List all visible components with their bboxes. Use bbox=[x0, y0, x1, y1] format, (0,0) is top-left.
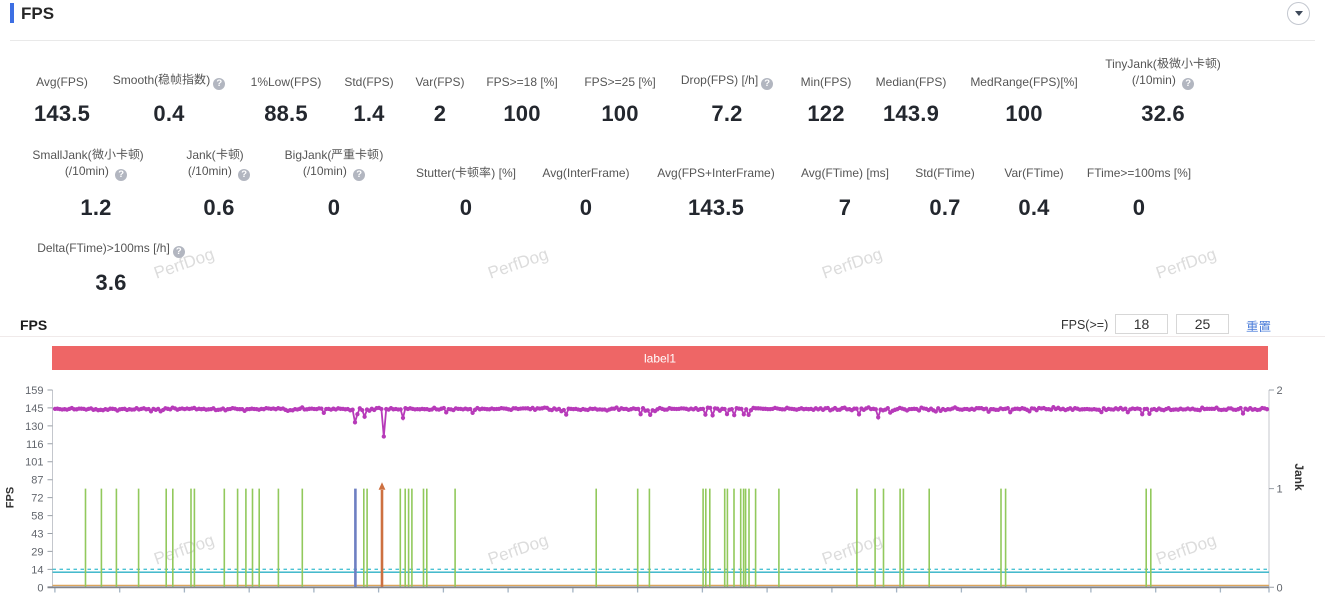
svg-text:14: 14 bbox=[31, 564, 43, 576]
svg-text:58: 58 bbox=[31, 511, 43, 523]
svg-text:159: 159 bbox=[25, 385, 43, 397]
svg-text:29: 29 bbox=[31, 546, 43, 558]
svg-text:87: 87 bbox=[31, 475, 43, 487]
svg-text:0: 0 bbox=[1277, 582, 1283, 594]
svg-text:Jank: Jank bbox=[1292, 463, 1306, 491]
svg-text:145: 145 bbox=[25, 403, 43, 415]
svg-text:0: 0 bbox=[37, 582, 43, 594]
svg-text:FPS: FPS bbox=[5, 487, 17, 508]
svg-text:101: 101 bbox=[25, 457, 43, 469]
svg-text:130: 130 bbox=[25, 421, 43, 433]
svg-text:43: 43 bbox=[31, 529, 43, 541]
svg-text:label1: label1 bbox=[644, 352, 676, 366]
svg-text:2: 2 bbox=[1277, 385, 1283, 397]
svg-text:72: 72 bbox=[31, 493, 43, 505]
svg-text:1: 1 bbox=[1277, 484, 1283, 496]
svg-text:116: 116 bbox=[26, 439, 44, 451]
